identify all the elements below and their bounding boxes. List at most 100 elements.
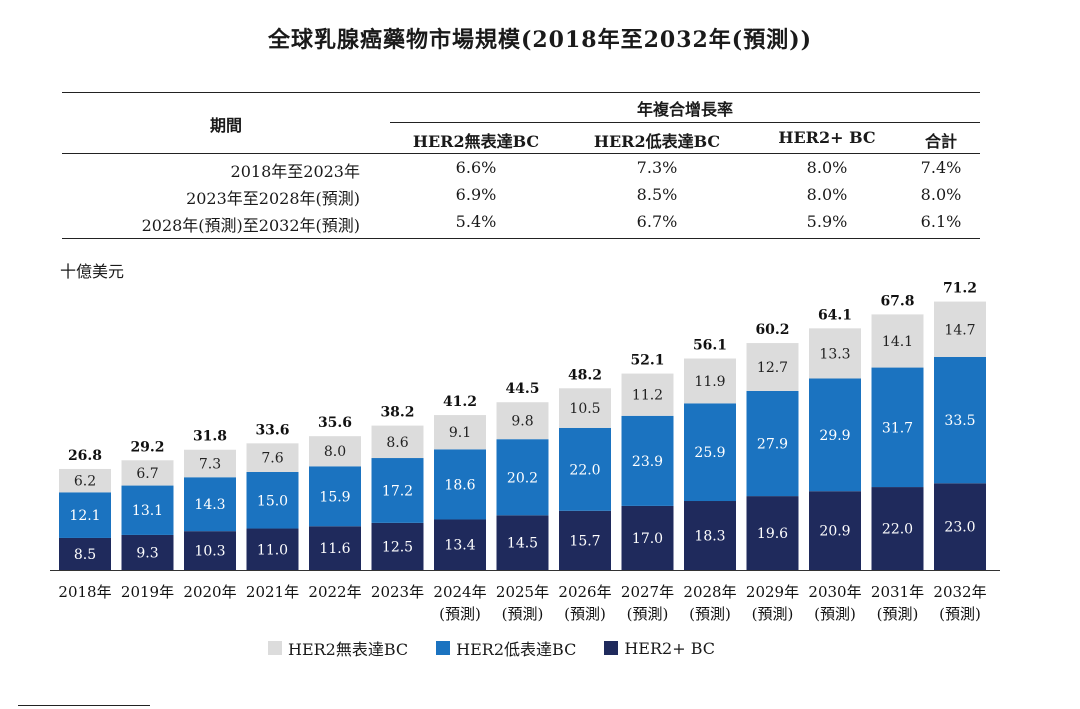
- data-label: 23.9: [632, 454, 663, 470]
- legend-swatch: [604, 641, 619, 655]
- bar-segment: [121, 534, 174, 570]
- table-cell: 5.4%: [455, 212, 497, 231]
- bar-segment: [934, 483, 986, 570]
- page-title: 全球乳腺癌藥物市場規模(2018年至2032年(預測)): [267, 27, 813, 53]
- total-label: 52.1: [630, 353, 664, 369]
- total-label: 38.2: [380, 405, 414, 421]
- data-label: 14.5: [507, 536, 538, 552]
- data-label: 15.7: [569, 533, 600, 549]
- col-header-her2-pos: HER2+ BC: [778, 128, 876, 147]
- legend-label: HER2+ BC: [624, 638, 715, 658]
- legend-swatch: [268, 641, 282, 655]
- bar-segment: [621, 373, 674, 416]
- bar-segment: [684, 403, 736, 502]
- data-label: 15.0: [257, 493, 288, 509]
- cagr-group-header: 年複合增長率: [636, 100, 733, 119]
- data-label: 11.2: [632, 388, 663, 404]
- data-label: 29.9: [819, 428, 850, 444]
- x-tick-label: 2027年: [621, 583, 674, 601]
- total-label: 29.2: [130, 439, 164, 455]
- data-label: 8.6: [386, 435, 408, 451]
- legend-label: HER2低表達BC: [456, 640, 577, 659]
- bar-segment: [621, 505, 674, 570]
- legend-swatch: [436, 641, 451, 655]
- x-tick-sublabel: (預測): [877, 605, 919, 623]
- bar-segment: [309, 526, 361, 570]
- bar-segment: [496, 439, 549, 516]
- data-label: 11.0: [257, 542, 288, 558]
- x-tick-label: 2020年: [183, 583, 236, 601]
- x-tick-label: 2018年: [58, 583, 111, 601]
- bar-segment: [621, 415, 674, 506]
- bar-segment: [809, 328, 861, 379]
- col-header-her2-null: HER2無表達BC: [412, 132, 540, 151]
- data-label: 11.6: [319, 541, 350, 557]
- col-header-total: 合計: [924, 132, 957, 151]
- bar-segment: [59, 537, 111, 570]
- bar-segment: [434, 449, 486, 520]
- bar-segment: [371, 425, 424, 459]
- period-header: 期間: [209, 116, 242, 135]
- x-tick-sublabel: (預測): [502, 605, 544, 623]
- data-label: 13.3: [819, 346, 850, 362]
- data-label: 10.3: [194, 544, 225, 560]
- bar-segment: [121, 485, 174, 535]
- bar-segment: [871, 367, 924, 488]
- bar-segment: [371, 522, 424, 570]
- bar-segment: [121, 460, 174, 486]
- col-header-her2-low: HER2低表達BC: [593, 132, 721, 151]
- bar-segment: [934, 301, 986, 357]
- total-label: 48.2: [568, 367, 602, 383]
- x-tick-label: 2028年: [683, 583, 736, 601]
- table-cell: 8.0%: [806, 158, 848, 177]
- data-label: 33.5: [944, 413, 975, 429]
- x-tick-sublabel: (預測): [439, 605, 481, 623]
- x-tick-sublabel: (預測): [814, 605, 856, 623]
- x-tick-label: 2026年: [558, 583, 611, 601]
- x-tick-label: 2019年: [121, 583, 174, 601]
- bar-segment: [684, 501, 736, 570]
- total-label: 64.1: [818, 307, 852, 323]
- x-tick-sublabel: (預測): [689, 605, 731, 623]
- table-group-rule: [390, 122, 980, 123]
- data-label: 13.4: [444, 538, 475, 554]
- bar-segment: [184, 477, 236, 532]
- data-label: 17.0: [632, 531, 663, 547]
- bar-segment: [246, 443, 299, 472]
- total-label: 56.1: [693, 338, 727, 354]
- table-cell: 8.0%: [806, 185, 848, 204]
- data-label: 10.5: [569, 401, 600, 417]
- total-label: 60.2: [755, 322, 789, 338]
- total-label: 67.8: [880, 293, 914, 309]
- row-period: 2018年至2023年: [230, 162, 360, 181]
- table-top-rule: [62, 92, 980, 93]
- x-tick-label: 2032年: [933, 583, 986, 601]
- legend-item: HER2無表達BC: [268, 636, 408, 660]
- table-cell: 8.5%: [636, 185, 678, 204]
- table-cell: 6.1%: [920, 212, 962, 231]
- data-label: 12.5: [382, 539, 413, 555]
- bar-segment: [371, 458, 424, 523]
- data-label: 22.0: [569, 462, 600, 478]
- bar-segment: [59, 468, 111, 493]
- table-cell: 6.7%: [636, 212, 678, 231]
- data-label: 13.1: [132, 503, 163, 519]
- data-label: 31.7: [882, 420, 913, 436]
- data-label: 15.9: [319, 489, 350, 505]
- chart-legend: HER2無表達BC HER2低表達BC HER2+ BC: [268, 636, 715, 660]
- total-label: 71.2: [943, 281, 977, 297]
- total-label: 35.6: [318, 415, 352, 431]
- data-label: 18.6: [444, 477, 475, 493]
- x-tick-label: 2029年: [746, 583, 799, 601]
- total-label: 26.8: [68, 448, 102, 464]
- data-label: 20.2: [507, 470, 538, 486]
- bar-segment: [871, 314, 924, 368]
- bar-segment: [59, 492, 111, 538]
- x-tick-sublabel: (預測): [627, 605, 669, 623]
- legend-item: HER2+ BC: [604, 636, 715, 660]
- data-label: 27.9: [757, 437, 788, 453]
- data-label: 14.3: [194, 497, 225, 513]
- data-label: 14.1: [882, 334, 913, 350]
- x-tick-label: 2025年: [496, 583, 549, 601]
- data-label: 6.2: [74, 474, 96, 490]
